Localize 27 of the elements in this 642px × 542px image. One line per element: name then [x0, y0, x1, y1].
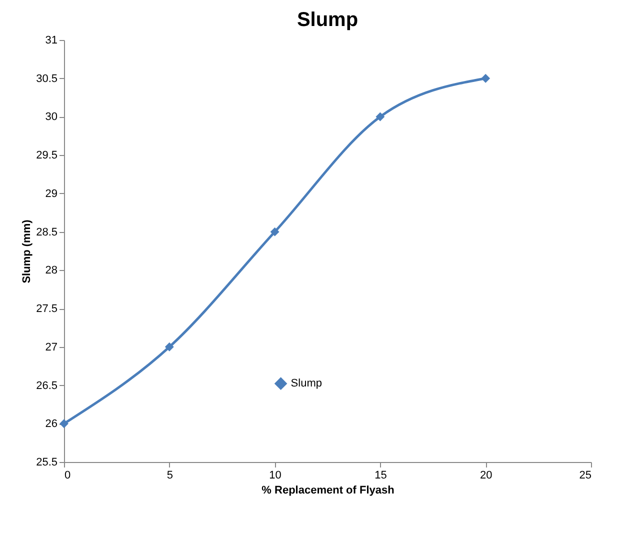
x-tick-label: 20 [480, 470, 492, 482]
y-tick-label: 26.5 [36, 380, 58, 392]
point [164, 342, 174, 352]
x-tick-label: 15 [374, 470, 387, 482]
y-tick-label: 31 [45, 34, 58, 46]
y-tick-label: 28 [45, 264, 58, 277]
y-tick-label: 27.5 [36, 303, 58, 316]
y-tick-label: 28.5 [36, 226, 58, 238]
legend-label: Slump [290, 378, 322, 390]
y-tick-label: 30 [45, 111, 58, 124]
x-tick-label: 10 [269, 470, 282, 482]
y-tick-label: 26 [45, 418, 58, 430]
x-tick-label: 0 [64, 470, 71, 482]
y-tick-label: 30.5 [36, 72, 58, 85]
y-tick-label: 29.5 [36, 150, 58, 162]
x-tick-label: 25 [579, 470, 592, 482]
point [270, 227, 280, 236]
y-axis-title: Slump (mm) [21, 219, 34, 284]
chart-title: Slump [296, 9, 358, 31]
y-tick-label: 27 [45, 341, 58, 354]
y-tick-label: 29 [45, 188, 58, 200]
point [60, 419, 68, 428]
point [481, 74, 490, 83]
y-tick-label: 25.5 [36, 456, 58, 468]
x-axis-title: % Replacement of Flyash [262, 484, 395, 496]
x-tick-label: 5 [166, 470, 173, 482]
point [376, 112, 385, 122]
